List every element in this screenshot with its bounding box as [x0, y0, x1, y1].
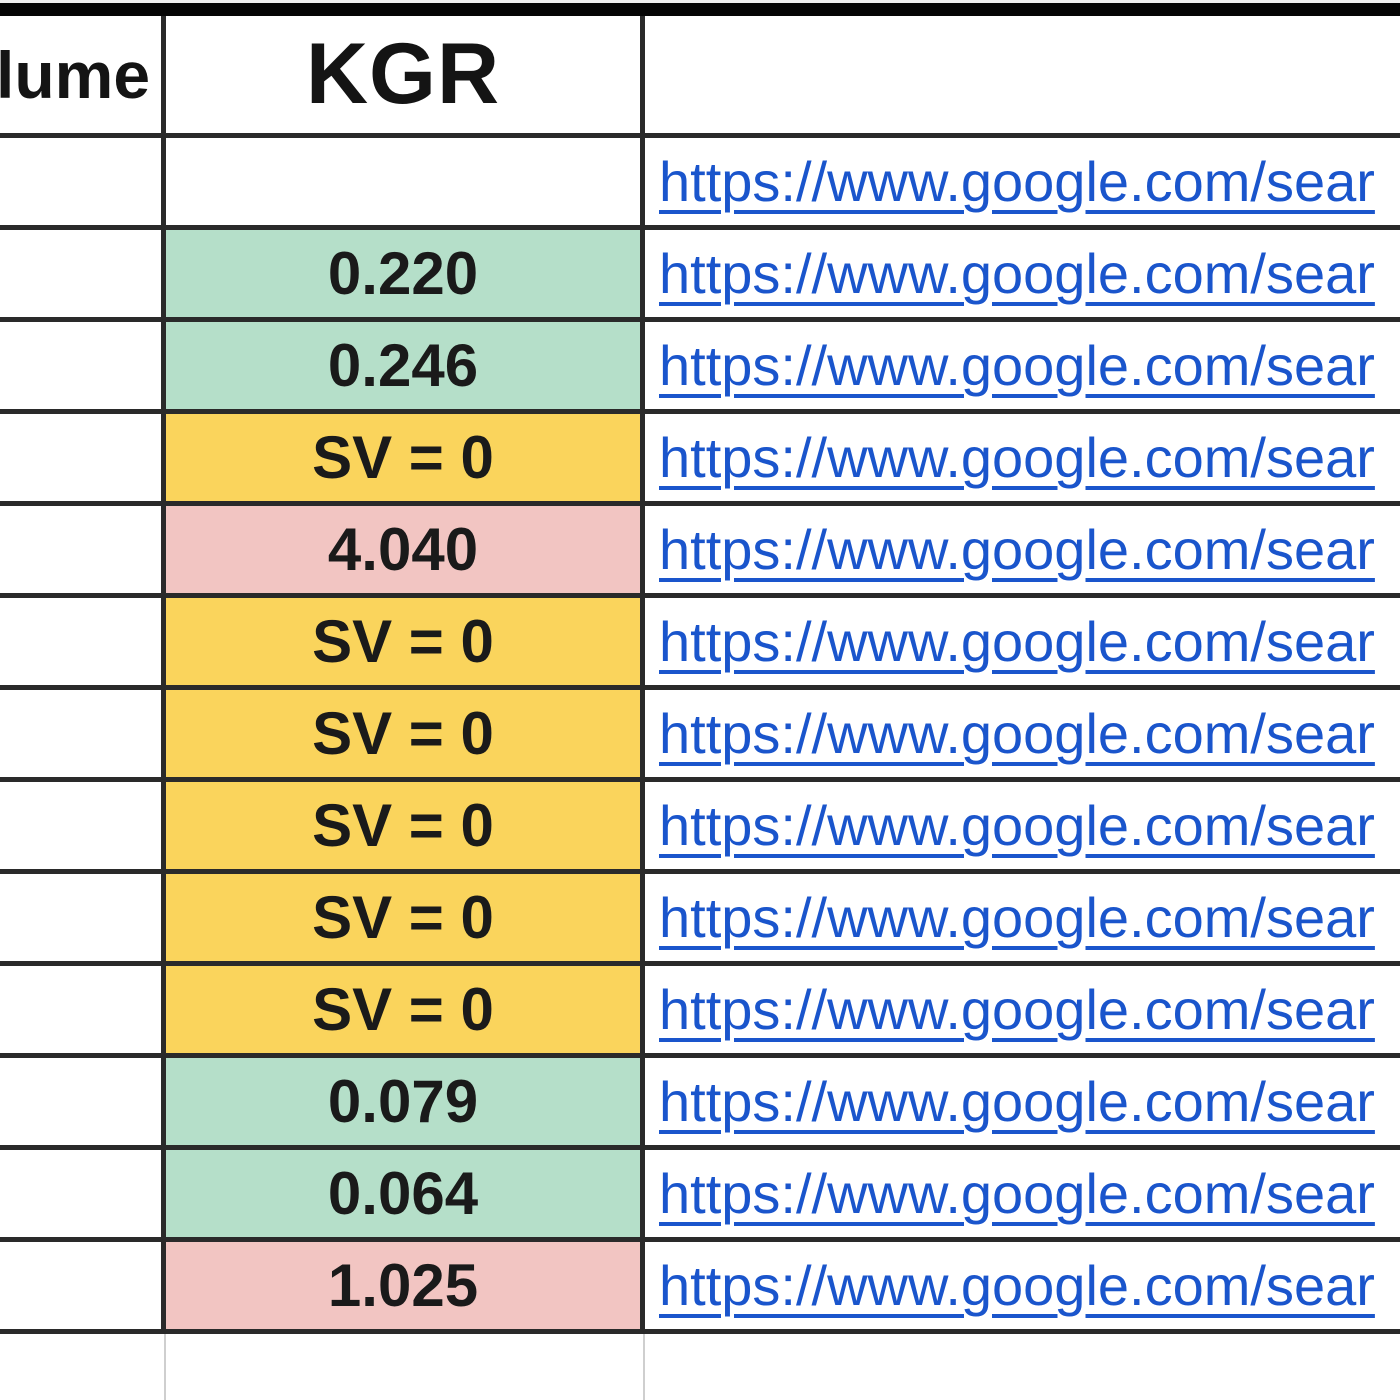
url-cell[interactable]: https://www.google.com/sear [645, 690, 1400, 777]
top-edge-sliver [0, 0, 1400, 3]
kgr-cell[interactable] [166, 1334, 645, 1400]
header-cell-url[interactable] [645, 16, 1400, 133]
url-cell[interactable]: https://www.google.com/sear [645, 230, 1400, 317]
url-cell[interactable]: https://www.google.com/sear [645, 874, 1400, 961]
volume-cell[interactable] [0, 1334, 166, 1400]
kgr-value: SV = 0 [312, 608, 494, 675]
url-cell[interactable]: https://www.google.com/sear [645, 1150, 1400, 1237]
google-search-url-link[interactable]: https://www.google.com/sear [659, 242, 1375, 305]
volume-cell[interactable] [0, 782, 166, 869]
url-cell[interactable] [645, 1334, 1400, 1400]
kgr-value: SV = 0 [312, 792, 494, 859]
table-row: 0.220 https://www.google.com/sear [0, 230, 1400, 322]
google-search-url-link[interactable]: https://www.google.com/sear [659, 334, 1375, 397]
google-search-url-link[interactable]: https://www.google.com/sear [659, 426, 1375, 489]
table-row: SV = 0 https://www.google.com/sear [0, 874, 1400, 966]
volume-cell[interactable] [0, 230, 166, 317]
kgr-cell[interactable]: SV = 0 [166, 598, 645, 685]
kgr-cell[interactable]: SV = 0 [166, 690, 645, 777]
table-row: SV = 0 https://www.google.com/sear [0, 598, 1400, 690]
google-search-url-link[interactable]: https://www.google.com/sear [659, 978, 1375, 1041]
google-search-url-link[interactable]: https://www.google.com/sear [659, 886, 1375, 949]
url-cell[interactable]: https://www.google.com/sear [645, 322, 1400, 409]
kgr-value: 4.040 [327, 516, 479, 583]
kgr-cell[interactable]: 0.220 [166, 230, 645, 317]
table-row: 0.064 https://www.google.com/sear [0, 1150, 1400, 1242]
kgr-cell[interactable]: 0.246 [166, 322, 645, 409]
google-search-url-link[interactable]: https://www.google.com/sear [659, 518, 1375, 581]
table-row: SV = 0 https://www.google.com/sear [0, 966, 1400, 1058]
kgr-value: 0.079 [327, 1068, 479, 1135]
google-search-url-link[interactable]: https://www.google.com/sear [659, 1162, 1375, 1225]
kgr-cell[interactable]: 0.064 [166, 1150, 645, 1237]
kgr-value: 0.220 [327, 240, 479, 307]
url-cell[interactable]: https://www.google.com/sear [645, 414, 1400, 501]
kgr-cell[interactable] [166, 138, 645, 225]
kgr-cell[interactable]: 4.040 [166, 506, 645, 593]
kgr-value: 0.064 [327, 1160, 479, 1227]
url-cell[interactable]: https://www.google.com/sear [645, 1058, 1400, 1145]
kgr-cell[interactable]: 1.025 [166, 1242, 645, 1329]
table-body: https://www.google.com/sear 0.220 https://… [0, 138, 1400, 1334]
volume-cell[interactable] [0, 690, 166, 777]
kgr-value: SV = 0 [312, 884, 494, 951]
table-row: 4.040 https://www.google.com/sear [0, 506, 1400, 598]
kgr-cell[interactable]: SV = 0 [166, 414, 645, 501]
google-search-url-link[interactable]: https://www.google.com/sear [659, 1254, 1375, 1317]
volume-cell[interactable] [0, 138, 166, 225]
kgr-cell[interactable]: SV = 0 [166, 874, 645, 961]
google-search-url-link[interactable]: https://www.google.com/sear [659, 702, 1375, 765]
table-row: SV = 0 https://www.google.com/sear [0, 690, 1400, 782]
kgr-cell[interactable]: SV = 0 [166, 782, 645, 869]
table-row: https://www.google.com/sear [0, 138, 1400, 230]
url-cell[interactable]: https://www.google.com/sear [645, 1242, 1400, 1329]
kgr-value: SV = 0 [312, 976, 494, 1043]
volume-cell[interactable] [0, 874, 166, 961]
volume-cell[interactable] [0, 598, 166, 685]
url-cell[interactable]: https://www.google.com/sear [645, 506, 1400, 593]
volume-cell[interactable] [0, 414, 166, 501]
google-search-url-link[interactable]: https://www.google.com/sear [659, 794, 1375, 857]
partial-bottom-row [0, 1334, 1400, 1400]
table-row: 0.246 https://www.google.com/sear [0, 322, 1400, 414]
kgr-value: SV = 0 [312, 424, 494, 491]
kgr-value: 0.246 [327, 332, 479, 399]
kgr-cell[interactable]: SV = 0 [166, 966, 645, 1053]
url-cell[interactable]: https://www.google.com/sear [645, 966, 1400, 1053]
volume-cell[interactable] [0, 506, 166, 593]
google-search-url-link[interactable]: https://www.google.com/sear [659, 610, 1375, 673]
url-cell[interactable]: https://www.google.com/sear [645, 598, 1400, 685]
volume-cell[interactable] [0, 1058, 166, 1145]
table-row: SV = 0 https://www.google.com/sear [0, 782, 1400, 874]
table-top-border [0, 3, 1400, 16]
header-row: lume KGR [0, 16, 1400, 138]
url-cell[interactable]: https://www.google.com/sear [645, 138, 1400, 225]
volume-cell[interactable] [0, 966, 166, 1053]
url-cell[interactable]: https://www.google.com/sear [645, 782, 1400, 869]
kgr-value: 1.025 [327, 1252, 479, 1319]
volume-cell[interactable] [0, 1150, 166, 1237]
kgr-value: SV = 0 [312, 700, 494, 767]
table-row: 0.079 https://www.google.com/sear [0, 1058, 1400, 1150]
header-volume-label: lume [0, 37, 151, 112]
table-row: SV = 0 https://www.google.com/sear [0, 414, 1400, 506]
google-search-url-link[interactable]: https://www.google.com/sear [659, 150, 1375, 213]
header-cell-volume[interactable]: lume [0, 16, 166, 133]
kgr-cell[interactable]: 0.079 [166, 1058, 645, 1145]
volume-cell[interactable] [0, 322, 166, 409]
header-cell-kgr[interactable]: KGR [166, 16, 645, 133]
volume-cell[interactable] [0, 1242, 166, 1329]
google-search-url-link[interactable]: https://www.google.com/sear [659, 1070, 1375, 1133]
table-row: 1.025 https://www.google.com/sear [0, 1242, 1400, 1334]
